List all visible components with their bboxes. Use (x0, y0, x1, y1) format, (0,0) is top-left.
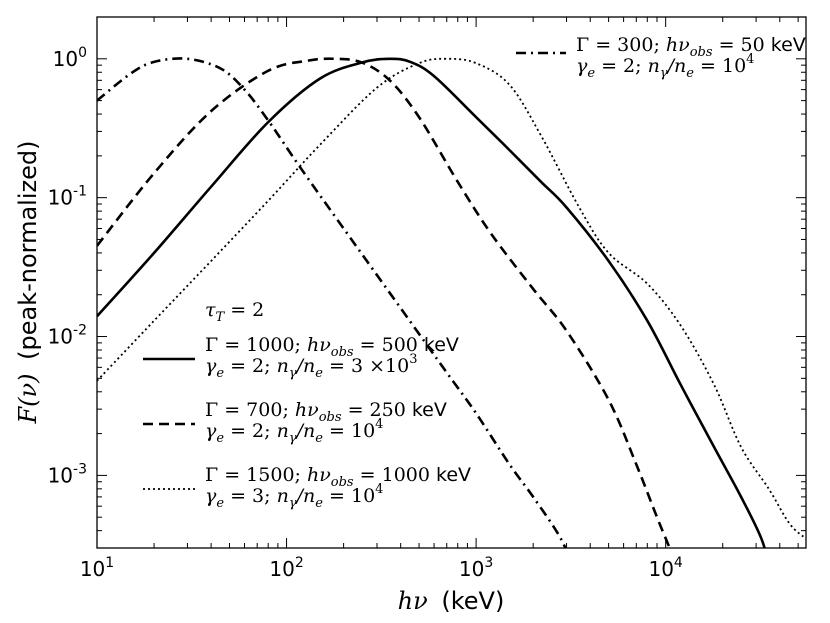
legend-text-line2: γe = 2; nγ/ne = 104 (576, 52, 754, 81)
plot-frame (96, 16, 807, 549)
series-line-solid (97, 57, 767, 548)
y-axis-label: F(ν) (peak-normalized) (14, 141, 42, 425)
svg-text:F(ν) (peak-normalized): F(ν) (peak-normalized) (14, 141, 42, 425)
x-tick-label: 102 (269, 555, 303, 581)
y-tick-label: 10-1 (48, 184, 87, 210)
y-tick-label: 10-3 (48, 461, 87, 487)
x-tick-label: 104 (648, 555, 682, 581)
legend-title: τT = 2 (205, 299, 264, 325)
legend-text-line1: Γ = 1000; hνobs = 500 keV (205, 334, 459, 360)
legend-text-line2: γe = 3; nγ/ne = 104 (205, 482, 383, 511)
series-line-dashed (97, 57, 671, 548)
legend-text-line1: Γ = 300; hνobs = 50 keV (576, 34, 806, 60)
x-axis-label: hν (keV) (398, 587, 505, 615)
legend-text-line1: Γ = 1500; hνobs = 1000 keV (205, 464, 471, 490)
legend-text-line1: Γ = 700; hνobs = 250 keV (205, 399, 447, 425)
series-line-dashdot (97, 57, 567, 548)
x-tick-label: 103 (459, 555, 493, 581)
y-tick-label: 100 (53, 45, 87, 71)
series-line-dotted (97, 57, 806, 540)
legend-text-line2: γe = 2; nγ/ne = 3 ×103 (205, 352, 418, 381)
legend-text-line2: γe = 2; nγ/ne = 104 (205, 417, 383, 446)
y-tick-label: 10-2 (48, 323, 87, 349)
x-tick-label: 101 (80, 555, 114, 581)
